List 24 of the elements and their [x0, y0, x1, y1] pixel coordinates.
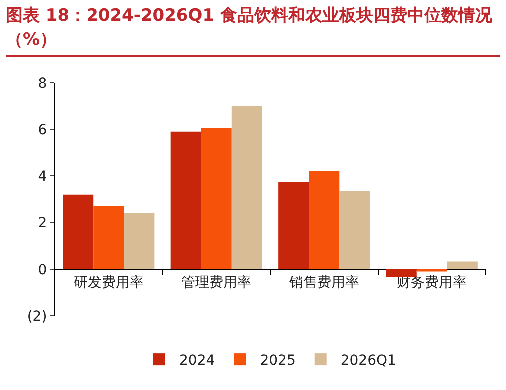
- x-tick-label: 管理费用率: [182, 275, 252, 292]
- bar: [170, 132, 202, 270]
- bar: [201, 128, 232, 270]
- bar: [447, 262, 478, 270]
- x-tick-label: 销售费用率: [288, 275, 360, 292]
- legend-label: 2025: [260, 353, 296, 370]
- bar: [124, 213, 155, 270]
- legend-label: 2026Q1: [340, 353, 396, 370]
- y-tick-label: 6: [38, 122, 48, 138]
- y-tick-label: 2: [38, 216, 48, 232]
- bar: [63, 194, 94, 270]
- bar: [340, 191, 370, 270]
- y-tick-label: 4: [38, 169, 48, 186]
- y-tick-label: 8: [38, 76, 48, 92]
- bar: [278, 182, 310, 270]
- bar: [94, 206, 124, 270]
- bar: [386, 269, 417, 278]
- x-tick-label: 研发费用率: [74, 275, 144, 292]
- bar: [309, 172, 340, 270]
- legend-label: 2024: [180, 353, 216, 370]
- bar: [232, 106, 262, 270]
- y-tick-label: (2): [27, 308, 48, 325]
- chart-title: 图表 18：2024-2026Q1 食品饮料和农业板块四费中位数情况（%）: [6, 4, 500, 57]
- y-tick-label: 0: [38, 262, 48, 278]
